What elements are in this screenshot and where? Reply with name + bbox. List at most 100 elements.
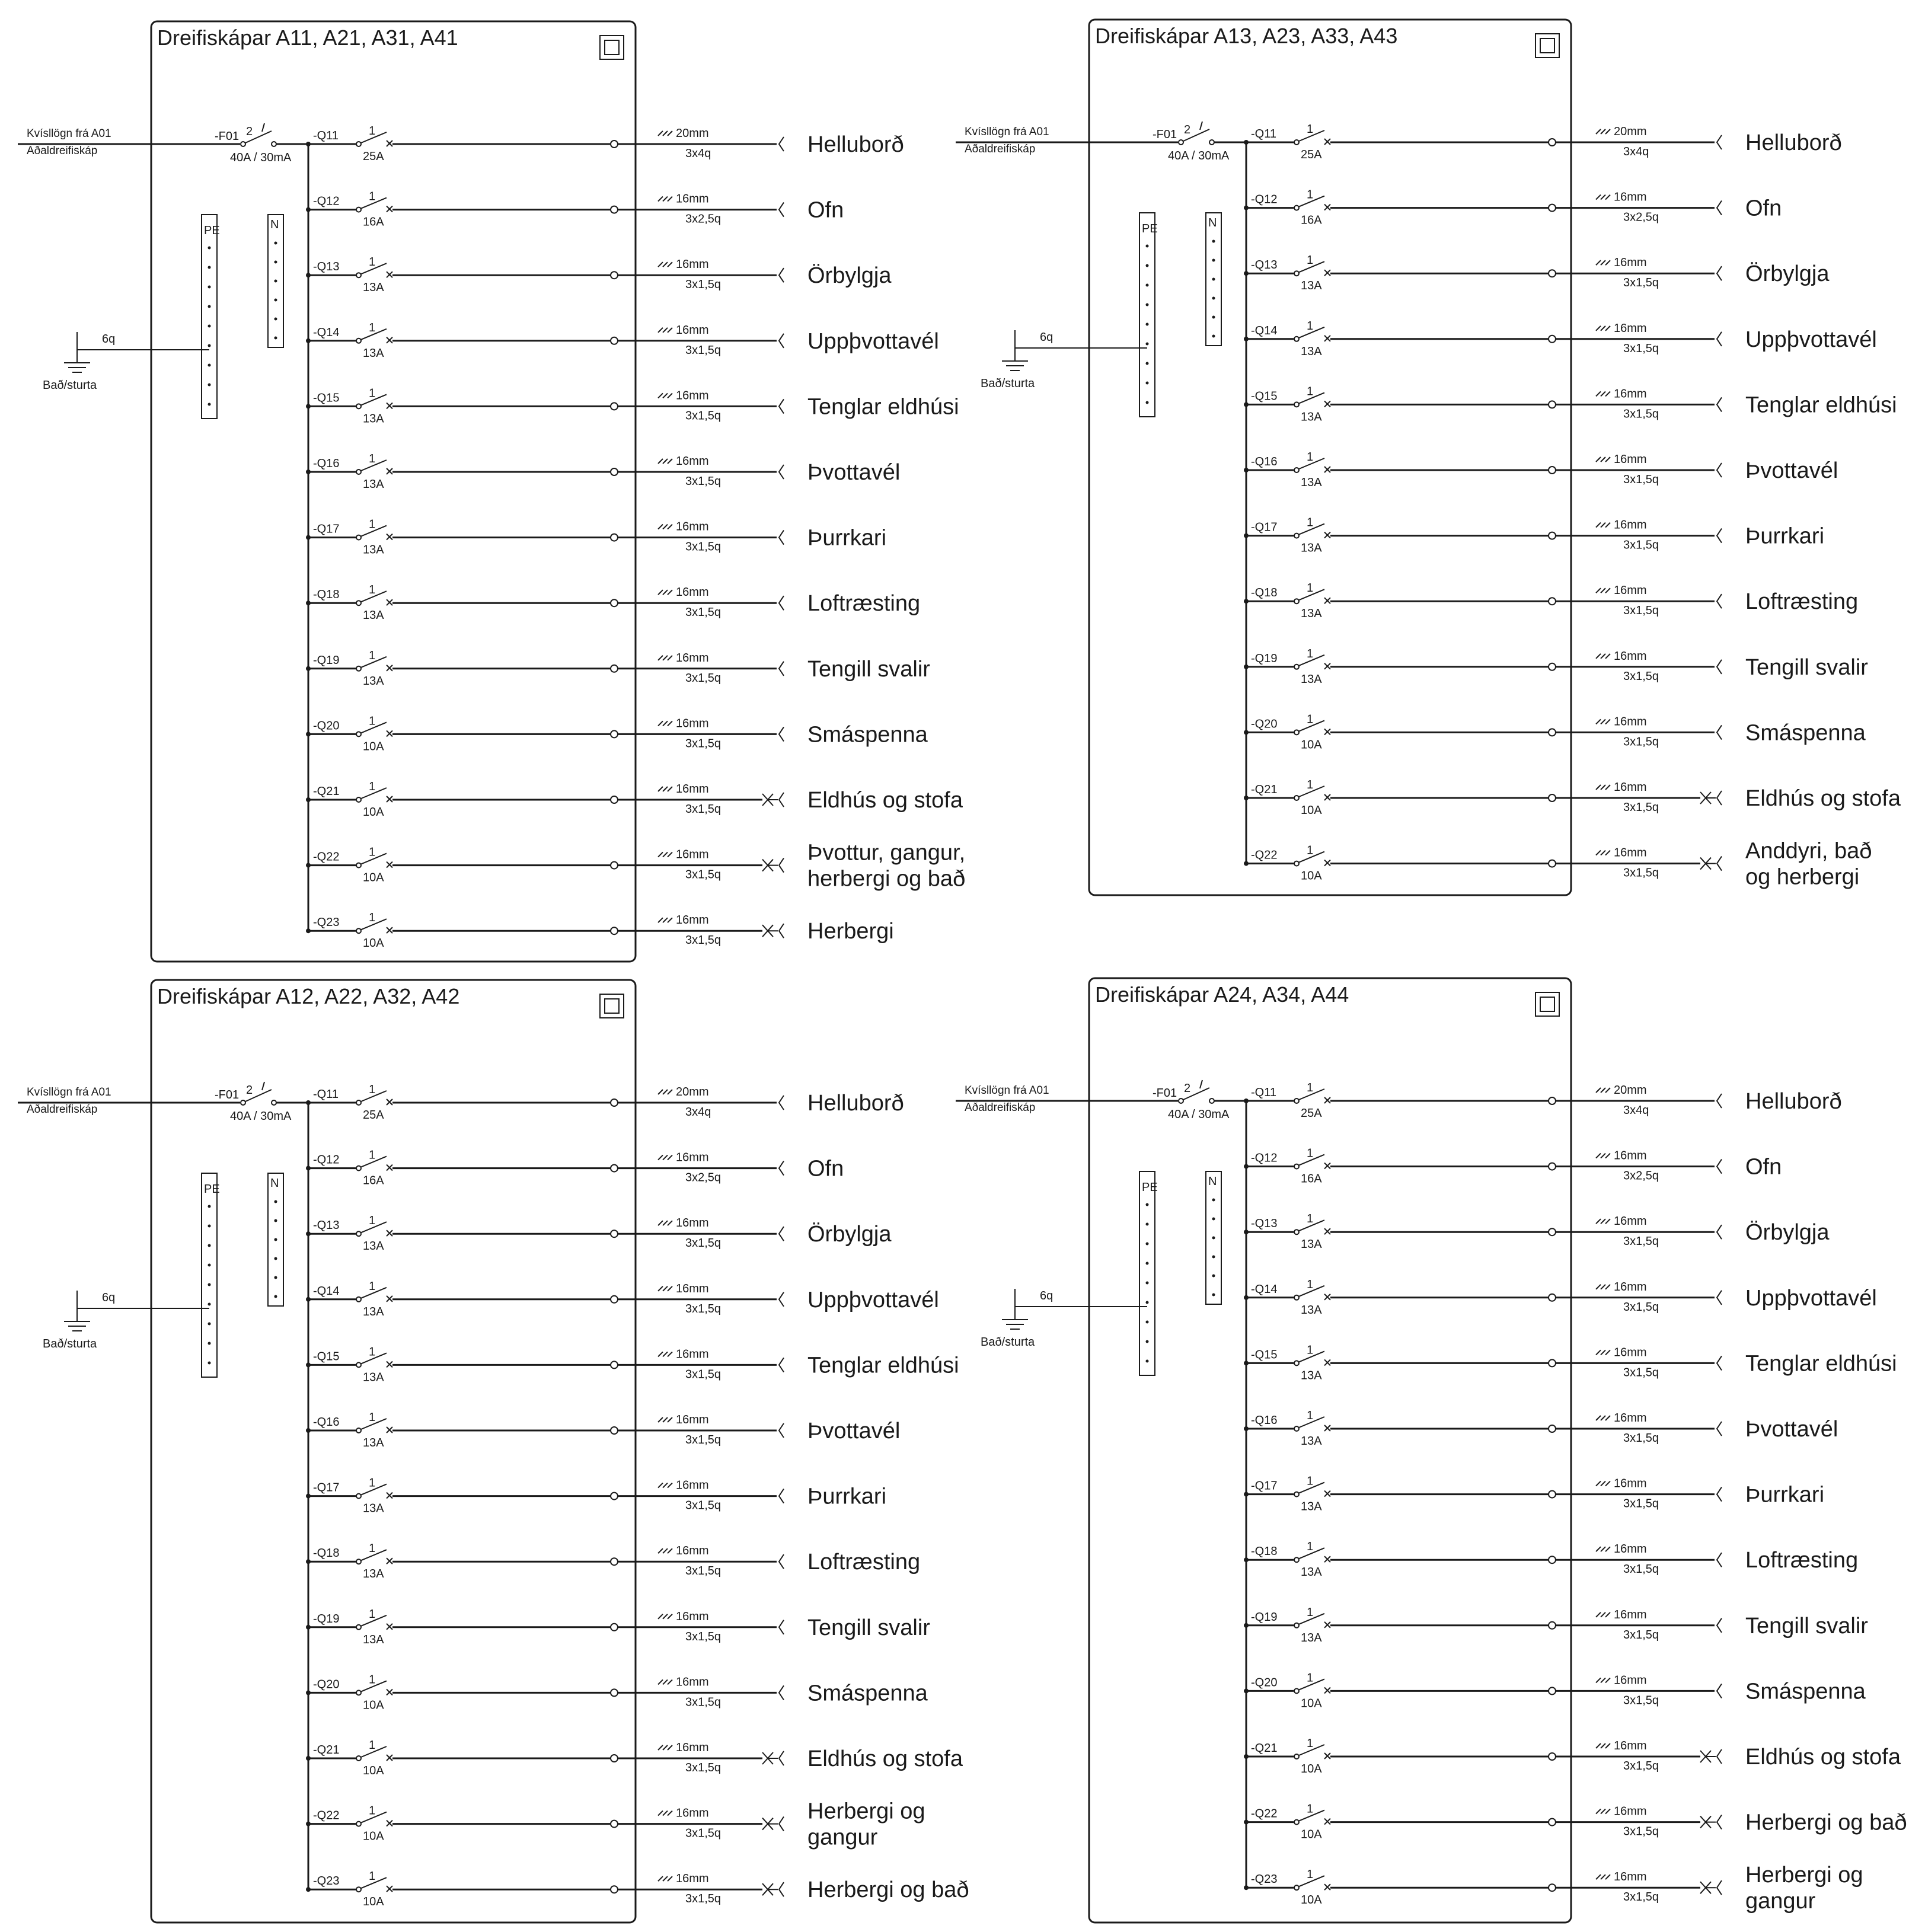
conduit-icon xyxy=(1595,1480,1611,1487)
circuit-row: -Q19 1 13A 16mm 3x1,5q Tengill svalir xyxy=(306,649,930,688)
load-terminal-icon xyxy=(1716,790,1722,806)
earth-cable-size: 6q xyxy=(102,333,115,346)
terminal-icon xyxy=(1548,1818,1556,1826)
breaker-blade xyxy=(245,130,272,143)
breaker-poles: 1 xyxy=(369,1805,375,1818)
pe-bar xyxy=(1139,1171,1155,1376)
circuit-row: -Q18 1 13A 16mm 3x1,5q Loftræsting xyxy=(306,1542,920,1580)
breaker-contact-icon xyxy=(240,1100,246,1106)
terminal-dot xyxy=(274,260,277,264)
load-label: gangur xyxy=(1745,1889,1816,1914)
conduit-icon xyxy=(1595,129,1611,135)
load-label: Ofn xyxy=(807,198,844,223)
breaker-blade xyxy=(360,1221,387,1234)
breaker-poles: 1 xyxy=(1307,1540,1313,1553)
load-terminal-icon xyxy=(1716,1224,1722,1240)
breaker-id: -Q14 xyxy=(1251,324,1277,337)
circuit-row: -Q17 1 13A 16mm 3x1,5q Þurrkari xyxy=(1244,1475,1824,1513)
terminal-dot xyxy=(274,279,277,283)
breaker-contact-icon xyxy=(1294,1819,1300,1825)
breaker-contact-icon xyxy=(1294,1754,1300,1759)
breaker-blade xyxy=(360,1680,387,1693)
breaker-contact-icon xyxy=(356,797,362,803)
conduit-size: 16mm xyxy=(676,1610,709,1623)
panel-4: Dreifiskápar A24, A34, A44 Kvísllögn frá … xyxy=(956,977,1907,1924)
main-breaker-rating: 40A / 30mA xyxy=(1168,149,1230,162)
terminal-dot xyxy=(207,305,211,308)
conduit-icon xyxy=(1595,1218,1611,1224)
conduit-icon xyxy=(1595,1874,1611,1880)
load-terminal-icon xyxy=(1716,528,1722,544)
breaker-rating: 13A xyxy=(1301,345,1322,358)
breaker-poles: 1 xyxy=(1307,778,1313,791)
conduit-size: 16mm xyxy=(1614,256,1647,269)
terminal-dot xyxy=(1145,1262,1149,1265)
circuit-row: -Q20 1 10A 16mm 3x1,5q Smáspenna xyxy=(306,1673,928,1711)
breaker-contact-icon xyxy=(356,1690,362,1696)
breaker-contact-icon xyxy=(356,1493,362,1499)
breaker-contact-icon xyxy=(1294,532,1300,539)
breaker-cross-icon xyxy=(386,665,393,672)
breaker-cross-icon xyxy=(1324,597,1331,604)
breaker-poles: 1 xyxy=(369,1739,375,1752)
breaker-poles: 1 xyxy=(1307,713,1313,726)
terminal-dot xyxy=(207,1342,211,1345)
load-label: Þvottavél xyxy=(1745,458,1838,483)
conduit-icon xyxy=(1595,1284,1611,1290)
conduit-icon xyxy=(1595,784,1611,790)
terminal-icon xyxy=(1548,1687,1556,1695)
terminal-dot xyxy=(207,266,211,269)
load-label: Uppþvottavél xyxy=(807,1288,939,1313)
breaker-rating: 10A xyxy=(363,1698,384,1711)
breaker-rating: 16A xyxy=(363,216,384,229)
breaker-poles: 1 xyxy=(1307,1868,1313,1881)
load-label: Tengill svalir xyxy=(1745,1614,1868,1639)
breaker-poles: 1 xyxy=(1307,1343,1313,1356)
cable-size: 3x1,5q xyxy=(1623,1235,1659,1248)
breaker-cross-icon xyxy=(386,1098,393,1106)
terminal-dot xyxy=(274,1257,277,1260)
breaker-id: -Q13 xyxy=(1251,1217,1277,1230)
breaker-cross-icon xyxy=(1324,794,1331,801)
breaker-cross-icon xyxy=(386,730,393,737)
breaker-id: -Q22 xyxy=(313,1809,339,1822)
cable-size: 3x1,5q xyxy=(1623,801,1659,814)
pe-bar-label: PE xyxy=(204,224,220,237)
breaker-cross-icon xyxy=(386,861,393,868)
terminal-icon xyxy=(1548,1097,1556,1105)
terminal-icon xyxy=(610,599,618,608)
breaker-id: -Q22 xyxy=(1251,1808,1277,1821)
breaker-contact-icon xyxy=(1294,1491,1300,1497)
breaker-rating: 13A xyxy=(363,1436,384,1449)
load-label: Smáspenna xyxy=(1745,720,1866,745)
terminal-dot xyxy=(1145,1340,1149,1343)
breaker-id: -Q18 xyxy=(1251,1545,1277,1558)
load-label: Smáspenna xyxy=(807,1681,928,1706)
breaker-contact-icon xyxy=(1294,1622,1300,1628)
cable-size: 3x1,5q xyxy=(1623,1563,1659,1576)
main-breaker-id: -F01 xyxy=(1153,128,1177,141)
breaker-cross-icon xyxy=(386,205,393,213)
pe-bar xyxy=(201,214,218,419)
breaker-poles: 1 xyxy=(1307,123,1313,136)
load-terminal-icon xyxy=(1716,1355,1722,1371)
load-terminal-icon xyxy=(1716,1093,1722,1109)
breaker-contact-icon xyxy=(356,1624,362,1630)
breaker-id: -Q23 xyxy=(1251,1873,1277,1886)
load-label: Helluborð xyxy=(1745,130,1842,155)
breaker-rating: 10A xyxy=(1301,1828,1322,1841)
terminal-dot xyxy=(1145,1301,1149,1304)
breaker-contact-icon xyxy=(1294,1294,1300,1301)
terminal-icon xyxy=(1548,859,1556,868)
terminal-dot xyxy=(1212,1217,1215,1221)
breaker-rating: 10A xyxy=(1301,738,1322,751)
terminal-dot xyxy=(207,1302,211,1306)
breaker-poles: 1 xyxy=(369,1673,375,1686)
circuit-row: -Q11 1 25A 20mm 3x4q Helluborð xyxy=(1244,1081,1842,1120)
conduit-icon xyxy=(1595,718,1611,725)
circuit-row: -Q11 1 25A 20mm 3x4q Helluborð xyxy=(1244,123,1842,161)
terminal-dot xyxy=(207,1244,211,1247)
load-terminal-icon xyxy=(1716,1815,1722,1830)
breaker-contact-icon xyxy=(356,337,362,344)
conduit-icon xyxy=(657,1417,673,1423)
